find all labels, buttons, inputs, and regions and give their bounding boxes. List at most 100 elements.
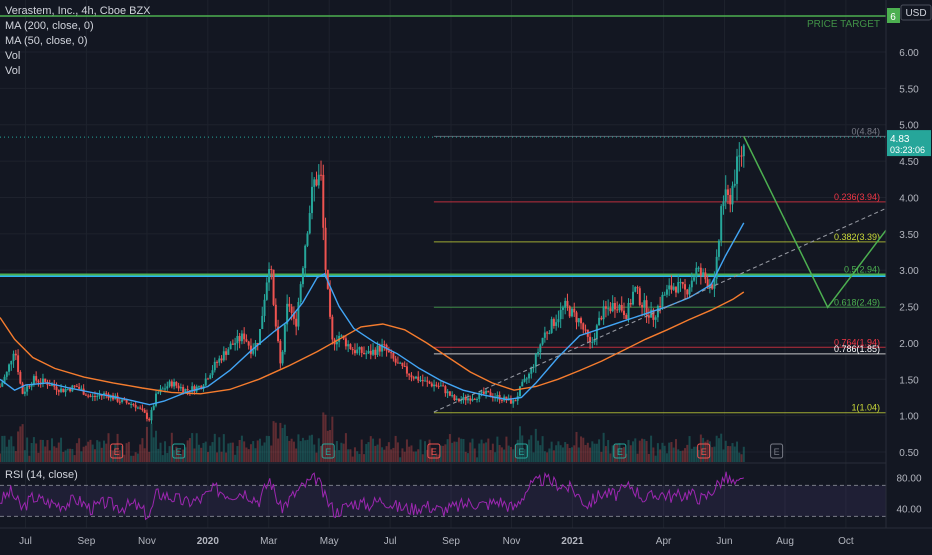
time-tick-label: Nov [503,536,521,547]
candle-body [270,269,273,271]
candle-body [451,395,454,397]
volume-bar [175,446,178,462]
candle-body [227,349,230,355]
rsi-legend[interactable]: RSI (14, close) [5,469,78,481]
volume-bar [204,441,207,462]
symbol-title[interactable]: Verastem, Inc., 4h, Cboe BZX [5,5,151,17]
candle-body [324,227,327,270]
candle-body [344,338,347,347]
volume-bar [23,450,26,462]
candle-body [177,385,180,389]
candle-body [715,256,718,279]
volume-bar [157,448,160,462]
volume-bar [127,441,130,462]
earnings-marker[interactable]: E [110,443,124,459]
candle-body [297,302,300,327]
earnings-marker[interactable]: E [427,443,441,459]
trend-line[interactable] [433,207,887,413]
volume-bar [469,442,472,462]
volume-bar [220,451,223,462]
price-axis: 6.00 5.50 5.00 4.50 4.00 3.50 3.00 2.50 2.00 1.50… [885,0,932,550]
earnings-marker-label: E [518,447,524,457]
candle-body [292,312,295,319]
volume-bar [627,439,630,462]
vol-legend-2[interactable]: Vol [5,65,21,77]
candle-body [724,189,727,202]
volume-bar [62,451,65,462]
candle-body [150,409,153,421]
earnings-marker[interactable]: E [613,443,627,459]
candle-body [476,398,479,400]
volume-bar [607,440,610,462]
volume-bar [71,448,74,462]
volume-bar [96,440,99,462]
volume-bar [392,447,395,462]
earnings-marker[interactable]: E [770,443,784,459]
volume-bar [114,444,117,462]
candle-body [534,354,537,367]
candle-body [457,398,460,402]
candle-body [118,401,121,403]
earnings-marker[interactable]: E [172,443,186,459]
volume-bar [188,438,191,462]
price-target-tag[interactable] [887,8,900,23]
candle-body [358,347,361,350]
candle-body [249,345,252,354]
volume-bar [613,444,616,462]
ma50-legend[interactable]: MA (50, close, 0) [5,35,88,47]
fib-level-label: 1(1.04) [851,403,880,413]
volume-bar [362,454,365,462]
volume-bar [252,441,255,462]
candle-body [234,343,237,345]
volume-bar [733,446,736,462]
ma200-legend[interactable]: MA (200, close, 0) [5,20,94,32]
candle-body [620,304,623,311]
volume-bar [521,435,524,462]
volume-bar [496,436,499,462]
volume-bar [593,443,596,462]
volume-bar [570,447,573,462]
candle-body [295,318,298,327]
earnings-marker[interactable]: E [321,443,335,459]
candle-body [487,390,490,393]
earnings-marker[interactable]: E [514,443,528,459]
candle-body [154,393,157,406]
candle-body [157,392,160,394]
earnings-marker[interactable]: E [697,443,711,459]
candle-body [453,395,456,401]
projection-path [743,136,887,309]
currency-badge[interactable] [900,4,932,21]
volume-bar [258,438,261,462]
candle-body [428,381,431,384]
vol-legend[interactable]: Vol [5,50,21,62]
candle-body [514,400,517,402]
candle-body [44,378,47,382]
volume-bar [231,442,234,462]
currency-label: USD [905,8,926,19]
volume-bar [53,446,56,462]
volume-bar [304,440,307,462]
volume-bar [98,441,101,462]
candle-body [616,309,619,311]
candle-body [30,384,33,387]
volume-bar [73,455,76,462]
candle-body [600,317,603,320]
horizontal-levels: PRICE TARGET [0,15,886,277]
volume-bar [381,447,384,462]
candle-body [326,269,329,289]
volume-bar [446,439,449,462]
candle-body [148,418,151,421]
volume-bar [444,444,447,462]
volume-bar [340,442,343,462]
volume-bar [263,442,266,462]
candle-body [216,361,219,363]
candle-body [310,186,313,214]
candle-body [548,332,551,334]
volume-bar [227,443,230,462]
candle-body [625,314,628,319]
volume-bar [636,453,639,462]
earnings-marker-box [427,443,441,459]
volume-bar [661,442,664,462]
